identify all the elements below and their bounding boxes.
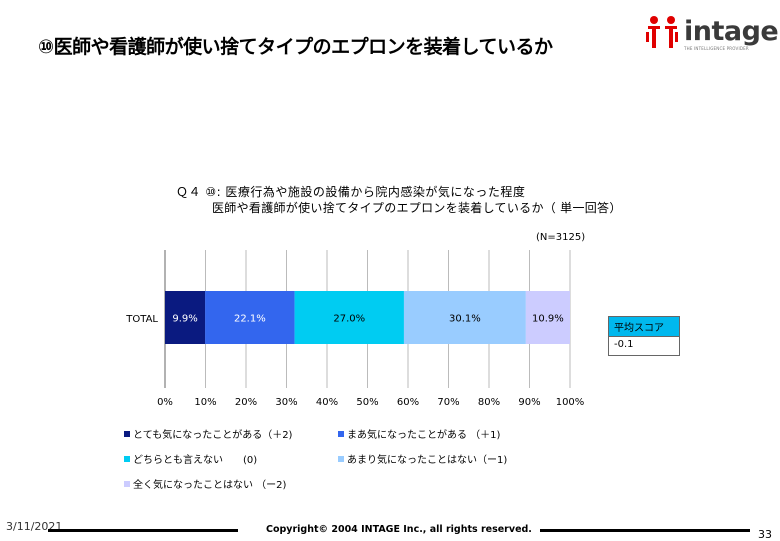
footer-rule-right [540,529,750,532]
intage-logo: intage THE INTELLIGENCE PROVIDER [644,14,779,54]
question-line-1: Ｑ４ ⑩: 医療行為や施設の設備から院内感染が気になった程度 [176,185,526,199]
legend-swatch [338,455,344,462]
bar-segment [525,291,570,344]
average-score-header: 平均スコア [609,317,679,337]
legend-item: あまり気になったことはない（ー1) [338,451,507,466]
category-label: TOTAL [125,314,158,325]
data-label: 30.1% [449,314,481,325]
footer-rule-left [48,529,238,532]
legend-label: あまり気になったことはない（ー1) [347,455,508,466]
question-line-2: 医師や看護師が使い捨てタイプのエプロンを装着しているか（ 単一回答） [212,201,622,215]
data-label: 10.9% [532,314,564,325]
x-tick-label: 90% [518,397,540,408]
legend-item: まあ気になったことがある （＋1) [338,426,500,441]
x-tick-label: 100% [556,397,585,408]
legend-label: まあ気になったことがある （＋1) [347,430,501,441]
legend-label: どちらとも言えない (0) [133,455,258,466]
page-number: 33 [758,528,772,541]
average-score-box: 平均スコア -0.1 [608,316,680,356]
legend-swatch [338,430,344,437]
legend-item: とても気になったことがある（＋2) [124,426,292,441]
bar-segment [165,291,206,344]
data-label: 22.1% [234,314,266,325]
x-tick-label: 20% [235,397,257,408]
data-label: 9.9% [172,314,197,325]
bar-segment [294,291,404,344]
legend-swatch [124,430,130,437]
average-score-value: -0.1 [609,337,679,355]
legend-item: 全く気になったことはない （ー2) [124,476,286,491]
legend-label: 全く気になったことはない （ー2) [133,480,287,491]
legend-swatch [124,455,130,462]
legend-label: とても気になったことがある（＋2) [133,430,293,441]
logo-text: intage [684,16,779,47]
logo-tagline: THE INTELLIGENCE PROVIDER [684,46,749,51]
sample-size-label: (N=3125) [536,232,586,243]
x-tick-label: 50% [356,397,378,408]
x-tick-label: 10% [194,397,216,408]
x-tick-label: 70% [437,397,459,408]
data-label: 27.0% [333,314,365,325]
bar-segment [403,291,526,344]
logo-mark-icon [646,16,678,48]
x-tick-label: 80% [478,397,500,408]
x-tick-label: 40% [316,397,338,408]
legend-item: どちらとも言えない (0) [124,451,257,466]
slide-title: ⑩医師や看護師が使い捨てタイプのエプロンを装着しているか [38,36,553,58]
x-tick-label: 0% [157,397,173,408]
x-tick-label: 30% [275,397,297,408]
x-tick-label: 60% [397,397,419,408]
legend-swatch [124,480,130,487]
bar-segment [205,291,295,344]
footer-copyright: Copyright© 2004 INTAGE Inc., all rights … [266,524,532,535]
